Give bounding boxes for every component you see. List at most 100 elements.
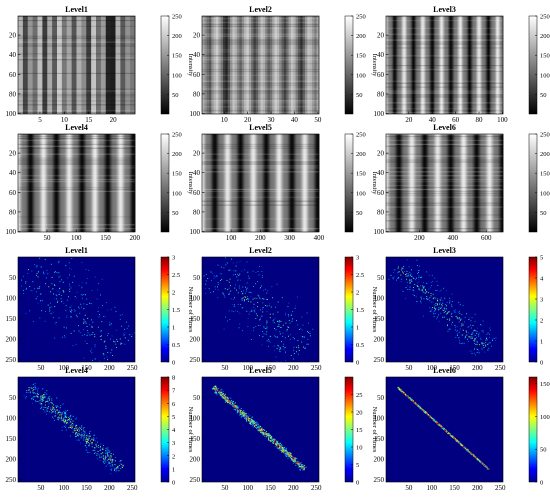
intensity-row xyxy=(386,94,503,96)
intensity-column xyxy=(488,134,490,232)
cooccurrence-point xyxy=(114,464,116,465)
cooccurrence-point xyxy=(228,400,230,402)
cooccurrence-point xyxy=(73,430,75,432)
cooccurrence-point xyxy=(44,320,46,322)
intensity-column xyxy=(476,16,478,114)
intensity-column xyxy=(41,134,43,232)
cooccurrence-point xyxy=(102,461,104,463)
cooccurrence-point xyxy=(487,342,489,344)
intensity-column xyxy=(395,16,397,114)
cooccurrence-point xyxy=(423,282,425,284)
intensity-column xyxy=(483,134,485,232)
cooccurrence-point xyxy=(257,271,259,272)
cooccurrence-point xyxy=(43,409,45,411)
cooccurrence-point xyxy=(105,453,107,455)
cooccurrence-point xyxy=(459,304,461,306)
heatmap-area xyxy=(18,134,136,232)
cooccurrence-point xyxy=(37,388,38,390)
cooccurrence-point xyxy=(457,318,459,320)
intensity-column xyxy=(121,134,123,232)
cooccurrence-point xyxy=(225,396,227,398)
cooccurrence-point xyxy=(431,310,432,312)
cooccurrence-point xyxy=(105,347,107,349)
cooccurrence-point xyxy=(270,435,272,437)
intensity-column xyxy=(59,134,62,232)
cooccurrence-point xyxy=(268,340,270,342)
cooccurrence-point xyxy=(54,415,56,417)
cooccurrence-point xyxy=(102,452,104,454)
cooccurrence-point xyxy=(305,466,307,468)
cooccurrence-point xyxy=(111,469,112,471)
cooccurrence-point xyxy=(61,412,63,414)
cooccurrence-point xyxy=(243,417,245,419)
colorbar-tick-label: 200 xyxy=(172,151,182,158)
intensity-row xyxy=(386,55,503,57)
cooccurrence-point xyxy=(477,459,479,461)
cooccurrence-point xyxy=(43,271,45,273)
cooccurrence-point xyxy=(69,283,70,285)
cooccurrence-point xyxy=(228,310,230,312)
intensity-column xyxy=(239,134,241,232)
cooccurrence-point xyxy=(449,300,451,302)
cooccurrence-point xyxy=(247,417,249,419)
intensity-column xyxy=(246,134,249,232)
y-tick-label: 100 xyxy=(6,228,17,236)
cooccurrence-point xyxy=(253,427,255,429)
cooccurrence-point xyxy=(276,446,278,448)
cooccurrence-point xyxy=(248,419,249,421)
cooccurrence-point xyxy=(474,334,476,336)
cooccurrence-point xyxy=(92,321,94,323)
cooccurrence-point xyxy=(486,337,488,339)
cooccurrence-point xyxy=(103,354,105,356)
colorbar-tick-label: 50 xyxy=(540,210,547,217)
cooccurrence-point xyxy=(228,287,230,289)
cooccurrence-point xyxy=(270,440,272,442)
cooccurrence-point xyxy=(435,421,437,422)
y-tick-label: 100 xyxy=(6,415,17,423)
cooccurrence-point xyxy=(303,468,305,470)
intensity-row xyxy=(202,100,319,102)
intensity-column xyxy=(234,16,238,114)
cooccurrence-point xyxy=(54,409,56,411)
intensity-row xyxy=(202,90,319,92)
cooccurrence-point xyxy=(39,317,41,319)
cooccurrence-point xyxy=(440,299,442,301)
cooccurrence-point xyxy=(112,466,114,468)
intensity-column xyxy=(389,16,392,114)
cooccurrence-point xyxy=(440,289,442,291)
cooccurrence-point xyxy=(286,330,288,332)
cooccurrence-point xyxy=(432,301,434,303)
cooccurrence-point xyxy=(248,418,250,420)
cooccurrence-point xyxy=(66,410,68,411)
cooccurrence-point xyxy=(42,399,44,401)
cooccurrence-point xyxy=(220,266,222,268)
cooccurrence-point xyxy=(436,298,438,300)
intensity-row xyxy=(202,51,319,53)
cooccurrence-point xyxy=(266,434,268,436)
cooccurrence-point xyxy=(228,400,230,402)
intensity-row xyxy=(386,57,503,59)
cooccurrence-point xyxy=(120,343,122,345)
cooccurrence-point xyxy=(288,320,290,321)
intensity-column xyxy=(280,134,282,232)
intensity-column xyxy=(83,134,85,232)
cooccurrence-point xyxy=(253,423,255,425)
cooccurrence-point xyxy=(233,405,235,407)
cooccurrence-point xyxy=(436,422,438,424)
cooccurrence-point xyxy=(250,292,252,294)
cooccurrence-point xyxy=(41,399,43,401)
cooccurrence-point xyxy=(278,443,280,445)
intensity-row xyxy=(202,82,319,84)
cooccurrence-point xyxy=(439,290,441,292)
y-tick-label: 80 xyxy=(9,208,17,216)
cooccurrence-point xyxy=(49,308,51,310)
cooccurrence-point xyxy=(486,338,487,339)
intensity-row xyxy=(202,159,319,161)
cooccurrence-point xyxy=(255,423,257,425)
cooccurrence-point xyxy=(99,446,101,448)
cooccurrence-point xyxy=(303,467,305,469)
cooccurrence-point xyxy=(81,287,83,289)
intensity-column xyxy=(76,16,82,114)
cooccurrence-point xyxy=(51,276,53,278)
cooccurrence-point xyxy=(236,407,238,409)
